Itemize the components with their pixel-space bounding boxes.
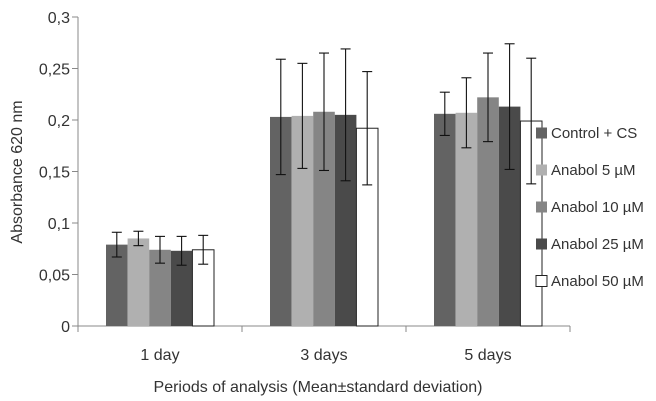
y-tick-label: 0,15 (39, 165, 70, 182)
bar (313, 111, 335, 326)
bar (106, 244, 128, 326)
legend-label: Control + CS (551, 125, 637, 142)
legend-swatch (536, 127, 547, 139)
bar (291, 115, 314, 326)
bar (170, 250, 193, 326)
x-tick-label: 3 days (300, 347, 347, 364)
y-tick-label: 0,2 (48, 113, 70, 130)
legend-swatch (535, 275, 548, 287)
bar (498, 106, 521, 326)
y-tick-label: 0,25 (39, 62, 70, 79)
y-axis-title: Absorbance 620 nm (9, 100, 26, 243)
y-tick-label: 0,05 (39, 268, 70, 285)
x-tick-label: 1 day (140, 347, 179, 364)
y-tick-label: 0,1 (48, 216, 70, 233)
legend-swatch (536, 164, 547, 176)
bar (477, 97, 499, 326)
y-tick-label: 0 (61, 319, 70, 336)
legend-label: Anabol 5 µM (551, 162, 636, 179)
legend-label: Anabol 10 µM (551, 199, 644, 216)
legend-swatch (536, 201, 547, 213)
y-tick-label: 0,3 (48, 10, 70, 27)
bar (149, 249, 171, 326)
legend-swatch (536, 238, 547, 250)
bar (127, 238, 150, 326)
legend-label: Anabol 25 µM (551, 236, 644, 253)
legend-label: Anabol 50 µM (551, 273, 644, 290)
bar (270, 116, 292, 326)
bar (455, 112, 478, 326)
bar (334, 114, 357, 326)
x-tick-label: 5 days (464, 347, 511, 364)
x-axis-title: Periods of analysis (Mean±standard devia… (154, 379, 483, 396)
bar (434, 113, 456, 326)
